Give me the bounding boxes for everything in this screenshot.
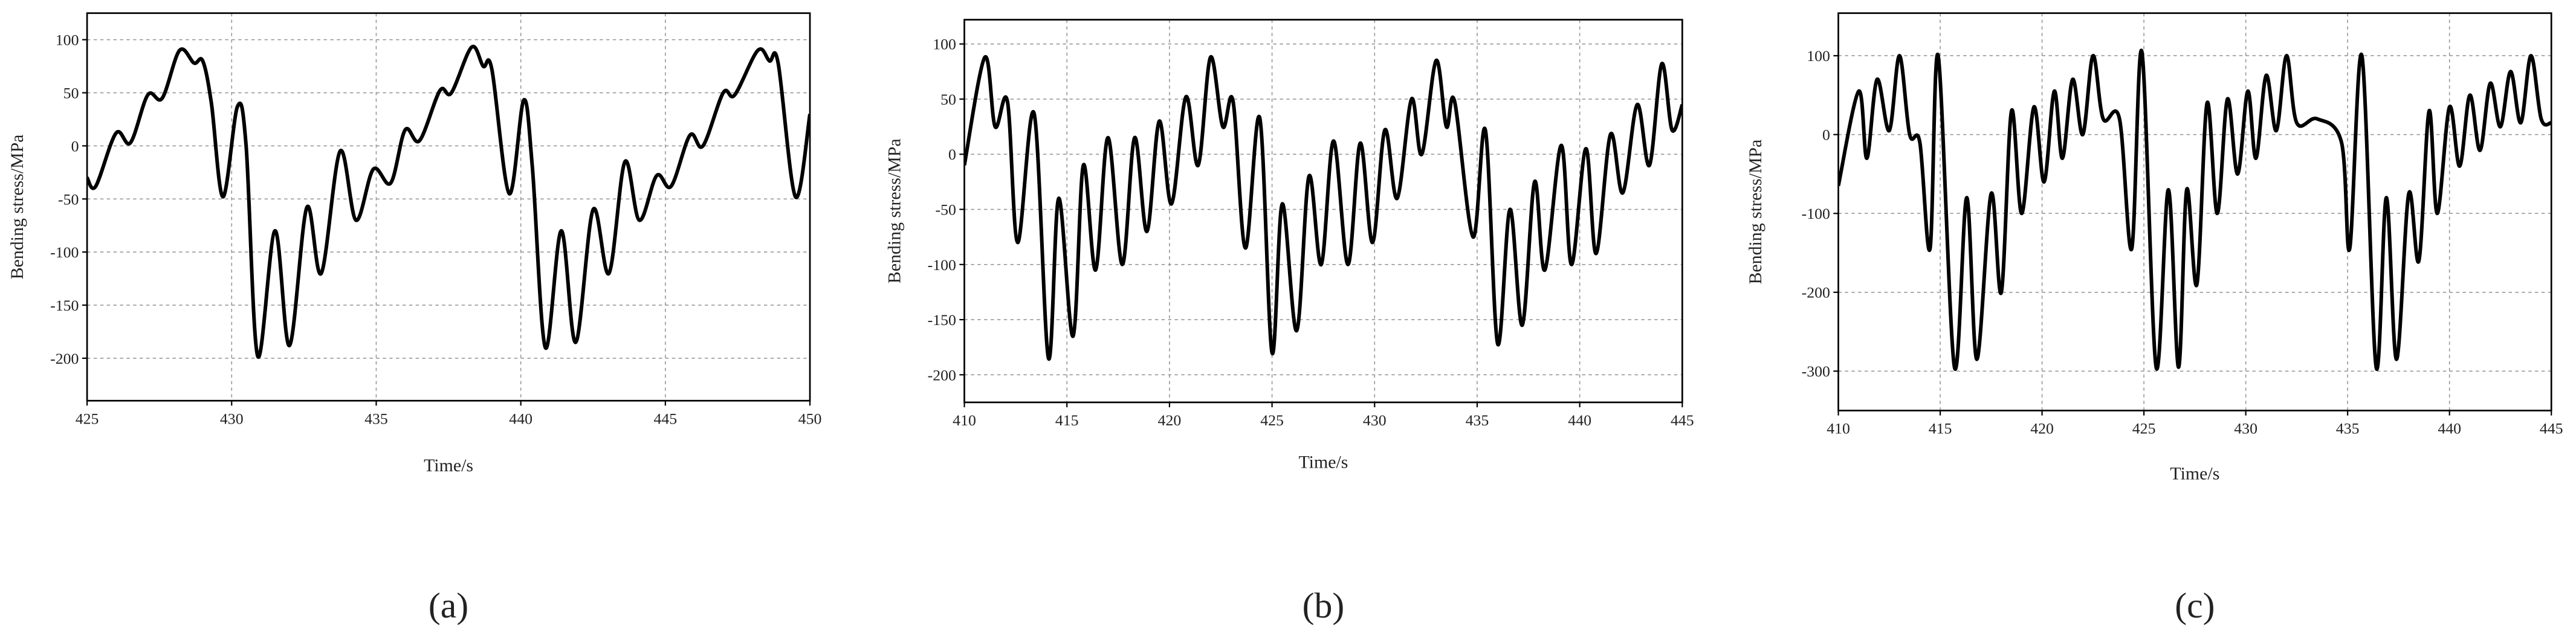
x-tick-label: 430	[2234, 420, 2257, 437]
panel-label: (a)	[429, 585, 468, 625]
y-tick-label: -50	[936, 201, 956, 219]
plot-frame	[1837, 12, 2552, 411]
y-tick-label: -100	[928, 256, 956, 274]
x-tick-label: 425	[76, 410, 99, 427]
y-tick-label: -200	[928, 366, 956, 384]
y-axis-title: Bending stress/MPa	[7, 135, 27, 280]
y-axis-title: Bending stress/MPa	[1746, 140, 1765, 285]
x-tick-label: 440	[1568, 411, 1591, 429]
y-tick-label: -100	[50, 243, 79, 261]
x-axis-title: Time/s	[424, 456, 473, 475]
y-tick-label: -150	[928, 311, 956, 329]
x-tick-label: 435	[1466, 411, 1489, 429]
y-tick-label: 0	[71, 137, 79, 155]
x-axis-title: Time/s	[2170, 464, 2219, 484]
x-tick-label: 435	[2336, 420, 2360, 437]
data-line	[964, 55, 1683, 361]
y-tick-label: 50	[940, 91, 956, 108]
y-tick-label: -200	[50, 350, 79, 367]
x-tick-label: 425	[1260, 411, 1284, 429]
plot-frame	[86, 12, 811, 402]
x-tick-label: 425	[2132, 420, 2156, 437]
panel-label: (b)	[1303, 585, 1345, 625]
x-tick-label: 430	[1363, 411, 1387, 429]
y-tick-label: -150	[50, 297, 79, 314]
x-tick-label: 445	[653, 410, 677, 427]
y-tick-label: 50	[63, 85, 79, 102]
y-tick-label: 100	[56, 31, 79, 49]
x-tick-label: 445	[2540, 420, 2563, 437]
x-tick-label: 435	[364, 410, 388, 427]
y-tick-label: 100	[933, 36, 956, 53]
y-tick-label: -200	[1802, 284, 1830, 301]
y-tick-label: -50	[58, 190, 79, 208]
data-line	[87, 44, 811, 359]
x-tick-label: 450	[798, 410, 822, 427]
x-tick-label: 440	[509, 410, 532, 427]
y-axis-title: Bending stress/MPa	[885, 138, 905, 283]
x-tick-label: 410	[953, 411, 976, 429]
y-tick-label: 0	[1822, 126, 1830, 144]
x-tick-label: 430	[220, 410, 244, 427]
x-tick-label: 420	[1158, 411, 1182, 429]
x-tick-label: 410	[1827, 420, 1850, 437]
y-tick-label: -100	[1802, 205, 1830, 222]
y-tick-label: -300	[1802, 363, 1830, 380]
x-tick-label: 440	[2438, 420, 2461, 437]
x-tick-label: 445	[1671, 411, 1694, 429]
x-tick-label: 415	[1055, 411, 1079, 429]
x-axis-title: Time/s	[1298, 453, 1348, 472]
x-tick-label: 415	[1929, 420, 1952, 437]
panel-label: (c)	[2175, 585, 2215, 625]
data-line	[1838, 48, 2552, 372]
y-tick-label: 100	[1807, 47, 1830, 65]
y-tick-label: 0	[948, 146, 956, 163]
plot-frame	[963, 19, 1683, 404]
x-tick-label: 420	[2030, 420, 2054, 437]
